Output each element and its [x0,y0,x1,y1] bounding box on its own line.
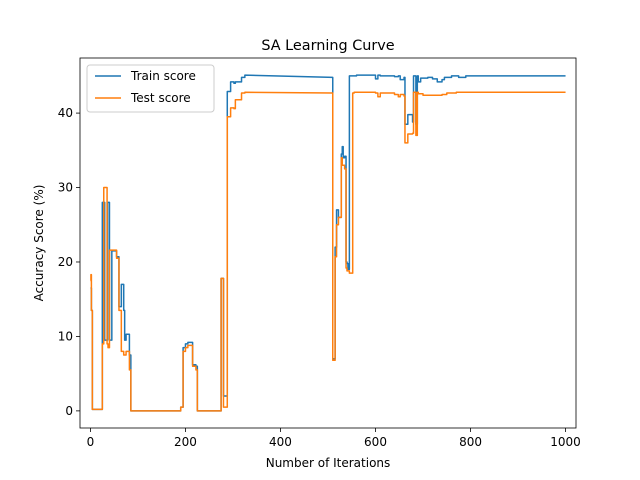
x-tick-label: 0 [87,435,95,449]
chart-title: SA Learning Curve [261,38,394,54]
y-tick-label: 0 [65,404,73,418]
x-tick-label: 200 [174,435,197,449]
x-axis-label: Number of Iterations [266,456,391,470]
y-tick-label: 40 [58,106,73,120]
x-tick-label: 1000 [550,435,581,449]
plot-frame [79,57,577,429]
x-tick-label: 600 [364,435,387,449]
legend-train-label: Train score [130,69,196,83]
y-tick-label: 30 [58,181,73,195]
x-tick-label: 800 [459,435,482,449]
series-layer [90,74,566,412]
legend: Train score Test score [86,64,215,113]
y-axis-label: Accuracy Score (%) [32,185,46,302]
x-axis: 0 200 400 600 800 1000 [87,428,581,449]
y-axis: 0 10 20 30 40 [58,106,80,418]
y-tick-label: 20 [58,255,73,269]
y-tick-label: 10 [58,329,73,343]
legend-test-label: Test score [130,91,191,105]
plot-background [80,58,576,428]
x-tick-label: 400 [269,435,292,449]
series-line-test [90,91,566,412]
